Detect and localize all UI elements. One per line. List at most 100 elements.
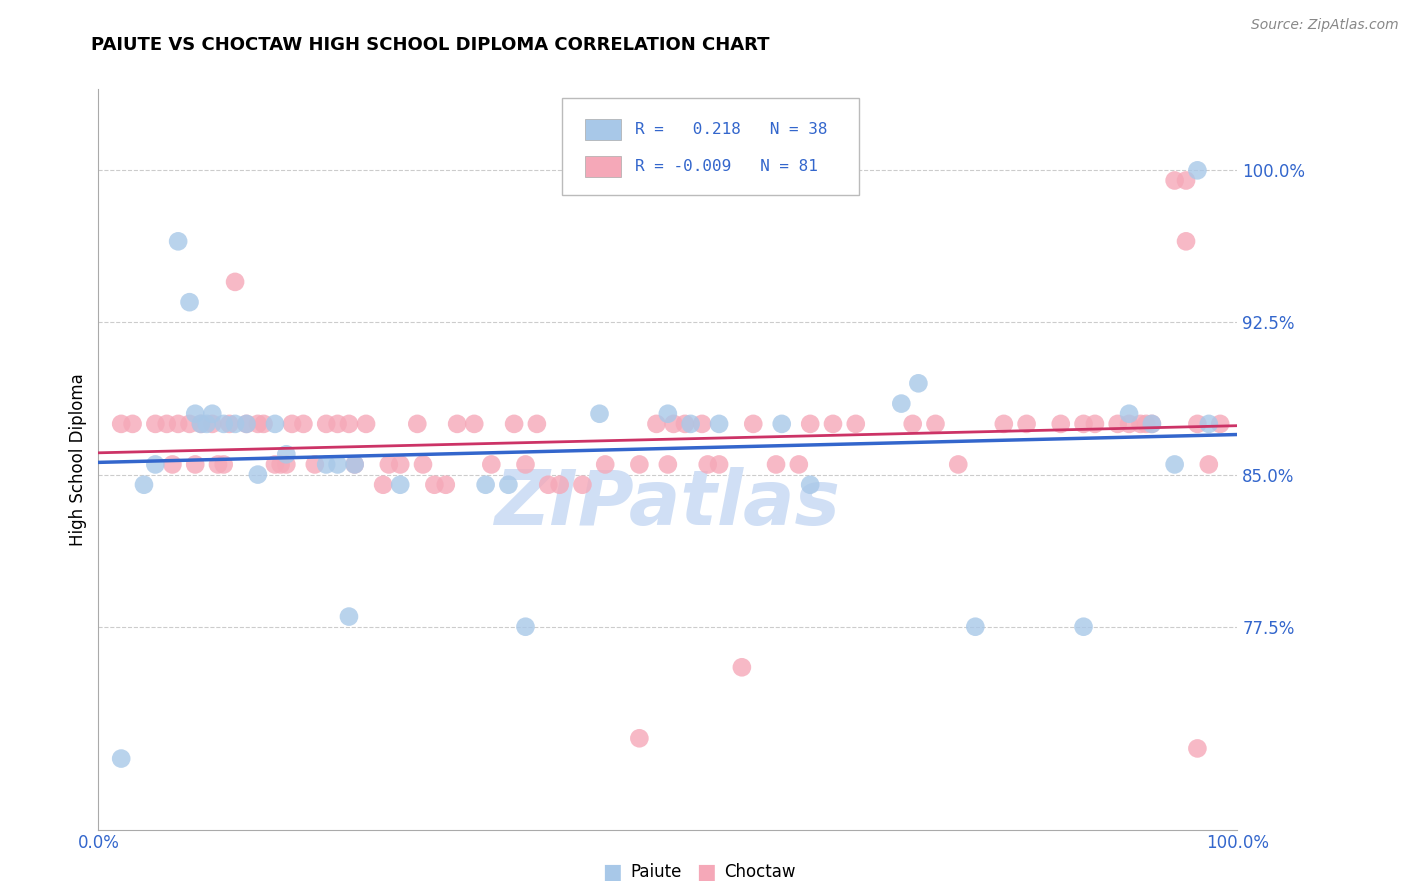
Point [787,458,810,472]
Point [167,235,190,249]
Point [246,417,269,431]
Text: ZIPatlas: ZIPatlas [495,467,841,541]
Point [821,417,844,431]
Point [1049,417,1071,431]
Point [731,660,754,674]
Point [212,458,235,472]
Point [690,417,713,431]
Point [252,417,274,431]
Point [378,458,401,472]
Point [184,407,207,421]
Point [270,458,292,472]
Text: ■: ■ [602,863,621,882]
Point [224,417,246,431]
Point [145,458,167,472]
Point [1118,417,1140,431]
Point [1073,620,1095,634]
Point [276,458,298,472]
Point [657,458,679,472]
Point [110,417,132,431]
Point [190,417,212,431]
Point [446,417,468,431]
Point [845,417,868,431]
Point [304,458,326,472]
Y-axis label: High School Diploma: High School Diploma [69,373,87,546]
Point [1209,417,1232,431]
Point [1187,741,1209,756]
Point [167,417,190,431]
Point [526,417,548,431]
Point [1140,417,1163,431]
Point [371,477,394,491]
Text: Choctaw: Choctaw [724,863,796,881]
Point [1163,458,1185,472]
Point [588,407,610,421]
Point [224,275,246,289]
Point [1084,417,1107,431]
Point [264,458,287,472]
Point [412,458,434,472]
Point [1175,173,1198,187]
Point [537,477,560,491]
Point [184,458,207,472]
Point [276,447,298,461]
Point [890,396,912,410]
Point [707,417,730,431]
Text: ■: ■ [696,863,716,882]
Text: Paiute: Paiute [630,863,682,881]
Point [645,417,668,431]
Point [1135,417,1157,431]
Point [515,458,537,472]
Point [179,417,201,431]
Point [548,477,571,491]
Point [264,417,287,431]
Point [1140,417,1163,431]
Point [235,417,257,431]
Point [121,417,143,431]
Point [993,417,1015,431]
Point [571,477,593,491]
Text: R = -0.009   N = 81: R = -0.009 N = 81 [636,159,818,174]
Point [1198,417,1220,431]
Point [742,417,765,431]
Point [337,609,360,624]
Point [145,417,167,431]
Point [503,417,526,431]
Point [423,477,446,491]
Point [162,458,184,472]
Point [799,477,821,491]
FancyBboxPatch shape [562,98,859,195]
Point [901,417,924,431]
Point [679,417,702,431]
Point [673,417,696,431]
Point [498,477,520,491]
Point [696,458,718,472]
Point [907,376,929,391]
Point [201,407,224,421]
Point [799,417,821,431]
Point [218,417,240,431]
Point [132,477,155,491]
Point [662,417,685,431]
Point [212,417,235,431]
Point [389,477,412,491]
Point [1187,417,1209,431]
Point [924,417,946,431]
Point [1198,458,1220,472]
Point [326,417,349,431]
Point [201,417,224,431]
Point [389,458,412,472]
Point [965,620,987,634]
Point [1107,417,1129,431]
Point [1118,407,1140,421]
Point [628,458,651,472]
Point [1073,417,1095,431]
Point [1129,417,1152,431]
Point [406,417,429,431]
Point [765,458,787,472]
Point [515,620,537,634]
Bar [585,119,621,139]
Point [463,417,485,431]
Point [179,295,201,310]
Point [770,417,793,431]
